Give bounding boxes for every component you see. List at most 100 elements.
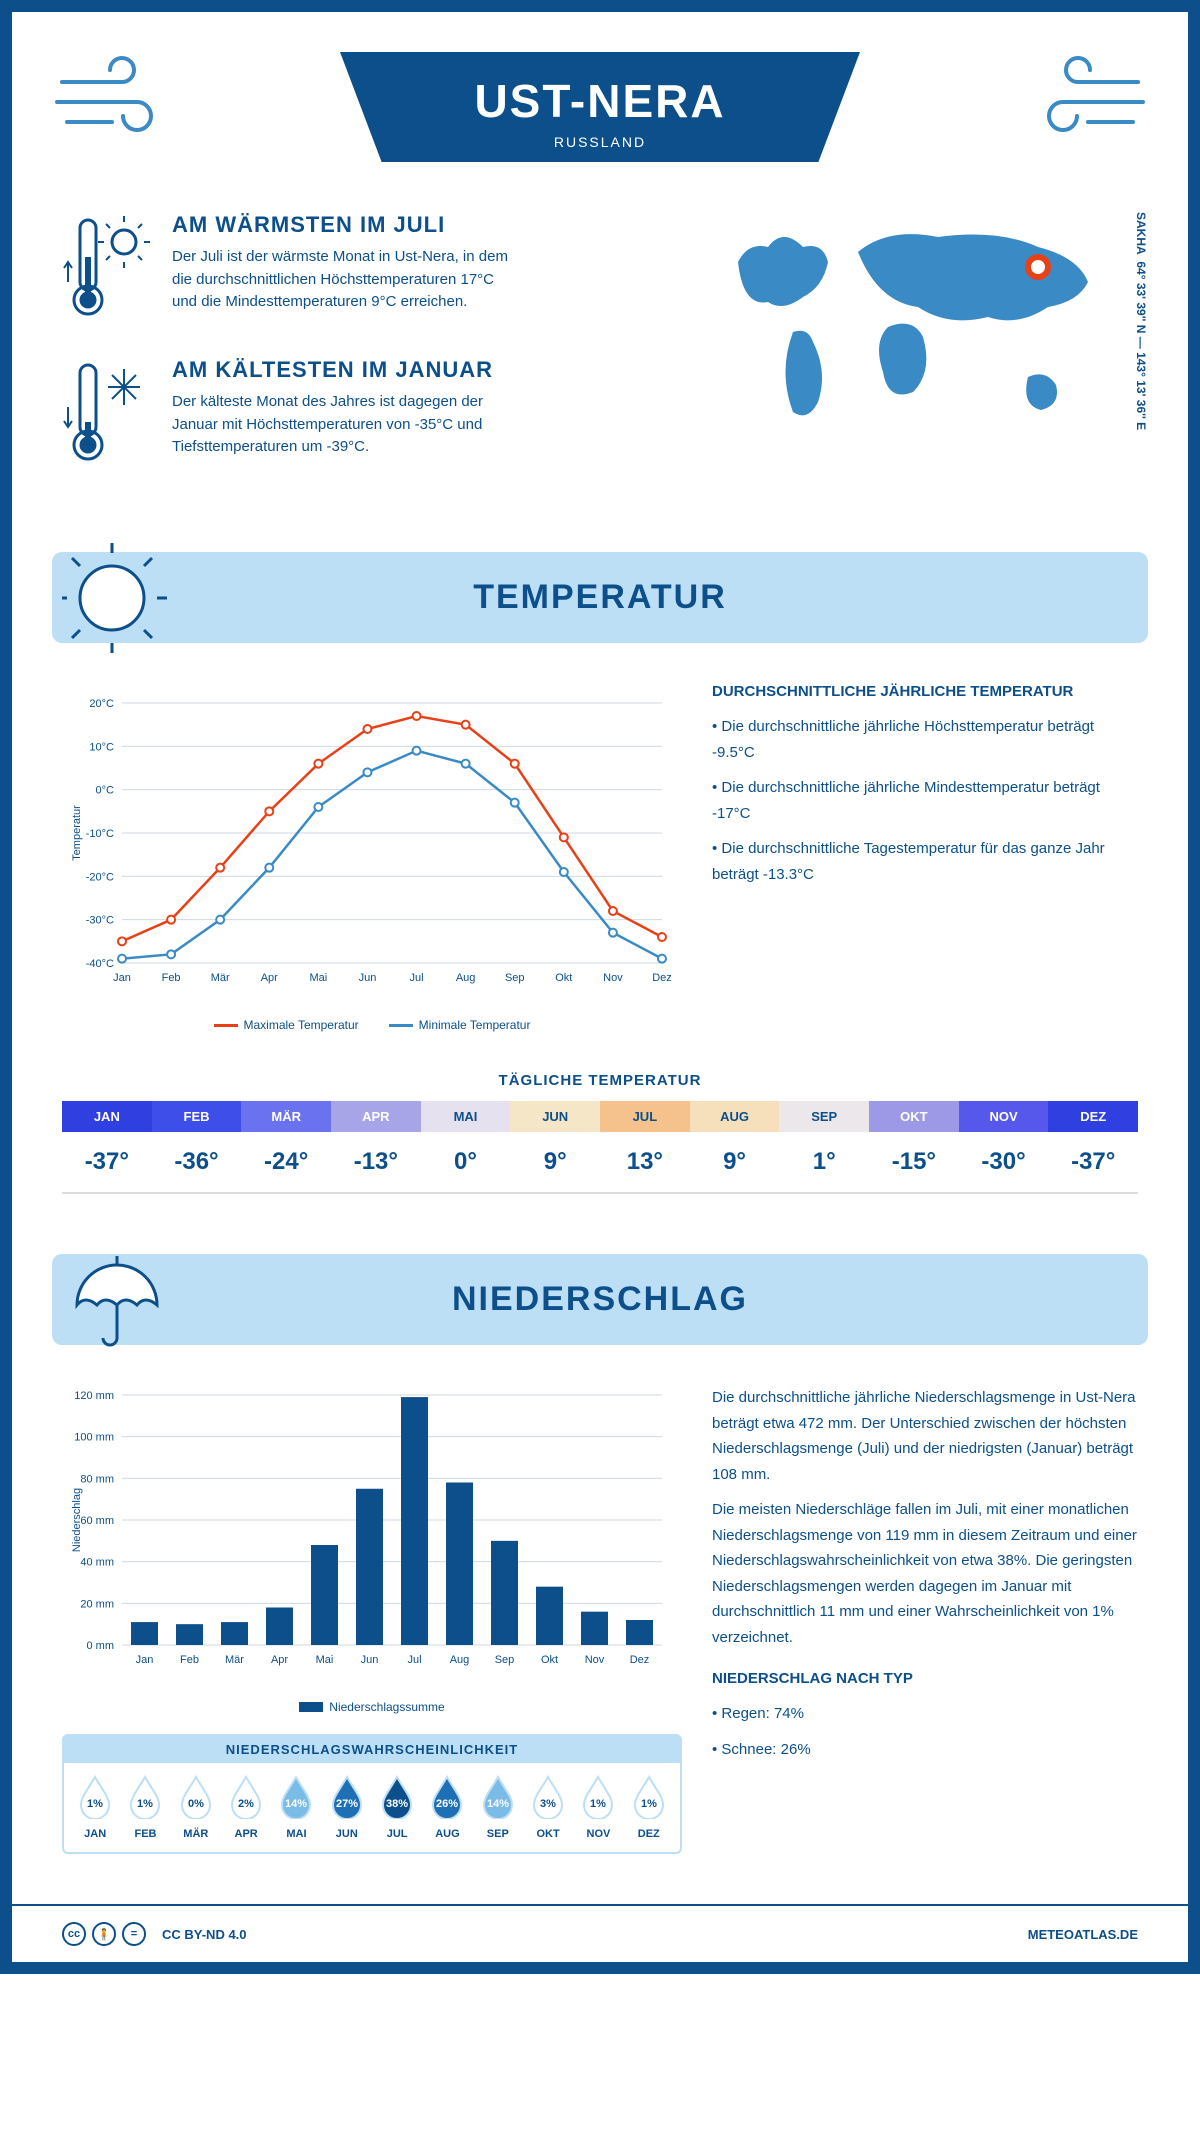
wind-icon bbox=[1018, 52, 1148, 147]
svg-text:1%: 1% bbox=[87, 1798, 103, 1810]
svg-text:Dez: Dez bbox=[630, 1654, 650, 1666]
thermometer-sun-icon bbox=[62, 212, 152, 327]
coldest-body: Der kälteste Monat des Jahres ist dagege… bbox=[172, 391, 522, 459]
daily-temp-table: JAN -37° FEB -36° MÄR -24° APR -13° MAI … bbox=[62, 1101, 1138, 1194]
svg-text:Feb: Feb bbox=[162, 972, 181, 984]
svg-text:Sep: Sep bbox=[505, 972, 525, 984]
svg-text:Mai: Mai bbox=[316, 1654, 334, 1666]
prob-cell: 38% JUL bbox=[372, 1775, 422, 1840]
daily-cell: SEP 1° bbox=[779, 1101, 869, 1194]
daily-cell: DEZ -37° bbox=[1048, 1101, 1138, 1194]
svg-text:2%: 2% bbox=[238, 1798, 254, 1810]
world-map-block: SAKHA 64° 33' 39'' N — 143° 13' 36'' E bbox=[718, 212, 1138, 502]
prob-cell: 14% MAI bbox=[271, 1775, 321, 1840]
daily-cell: JAN -37° bbox=[62, 1101, 152, 1194]
sun-icon bbox=[62, 543, 172, 653]
svg-text:20°C: 20°C bbox=[89, 698, 114, 710]
temp-info-line: • Die durchschnittliche jährliche Mindes… bbox=[712, 775, 1138, 826]
prob-cell: 0% MÄR bbox=[171, 1775, 221, 1840]
daily-cell: OKT -15° bbox=[869, 1101, 959, 1194]
svg-text:Jun: Jun bbox=[361, 1654, 379, 1666]
temperature-line-chart: -40°C-30°C-20°C-10°C0°C10°C20°CJanFebMär… bbox=[62, 683, 682, 1032]
svg-text:26%: 26% bbox=[436, 1798, 458, 1810]
country-name: RUSSLAND bbox=[340, 134, 860, 150]
svg-text:Jul: Jul bbox=[410, 972, 424, 984]
prob-cell: 26% AUG bbox=[422, 1775, 472, 1840]
precip-type-line: • Schnee: 26% bbox=[712, 1737, 1138, 1763]
svg-text:Jun: Jun bbox=[359, 972, 377, 984]
footer: cc 🧍 = CC BY-ND 4.0 METEOATLAS.DE bbox=[12, 1904, 1188, 1962]
warmest-body: Der Juli ist der wärmste Monat in Ust-Ne… bbox=[172, 246, 522, 314]
svg-text:80 mm: 80 mm bbox=[80, 1473, 114, 1485]
svg-text:120 mm: 120 mm bbox=[74, 1390, 114, 1402]
coldest-block: AM KÄLTESTEN IM JANUAR Der kälteste Mona… bbox=[62, 357, 678, 472]
license-block: cc 🧍 = CC BY-ND 4.0 bbox=[62, 1922, 247, 1946]
coldest-title: AM KÄLTESTEN IM JANUAR bbox=[172, 357, 522, 383]
svg-text:60 mm: 60 mm bbox=[80, 1515, 114, 1527]
svg-text:Niederschlag: Niederschlag bbox=[71, 1488, 83, 1552]
city-name: UST-NERA bbox=[340, 74, 860, 128]
svg-text:Apr: Apr bbox=[271, 1654, 288, 1666]
svg-text:Feb: Feb bbox=[180, 1654, 199, 1666]
svg-text:20 mm: 20 mm bbox=[80, 1598, 114, 1610]
svg-text:1%: 1% bbox=[138, 1798, 154, 1810]
site-name: METEOATLAS.DE bbox=[1028, 1927, 1138, 1942]
prob-cell: 1% DEZ bbox=[624, 1775, 674, 1840]
svg-text:Aug: Aug bbox=[450, 1654, 470, 1666]
prob-cell: 14% SEP bbox=[473, 1775, 523, 1840]
precipitation-info: Die durchschnittliche jährliche Niedersc… bbox=[712, 1385, 1138, 1854]
header: UST-NERA RUSSLAND bbox=[12, 12, 1188, 182]
precipitation-bar-chart: 0 mm20 mm40 mm60 mm80 mm100 mm120 mmJanF… bbox=[62, 1385, 682, 1714]
temp-legend: Maximale Temperatur Minimale Temperatur bbox=[62, 1018, 682, 1032]
svg-text:Okt: Okt bbox=[555, 972, 572, 984]
svg-text:0%: 0% bbox=[188, 1798, 204, 1810]
svg-text:100 mm: 100 mm bbox=[74, 1432, 114, 1444]
svg-text:Mär: Mär bbox=[211, 972, 230, 984]
wind-icon bbox=[52, 52, 182, 147]
warmest-title: AM WÄRMSTEN IM JULI bbox=[172, 212, 522, 238]
coordinates: SAKHA 64° 33' 39'' N — 143° 13' 36'' E bbox=[1134, 212, 1148, 430]
svg-text:Mär: Mär bbox=[225, 1654, 244, 1666]
daily-cell: FEB -36° bbox=[152, 1101, 242, 1194]
svg-text:14%: 14% bbox=[285, 1798, 307, 1810]
svg-text:Jan: Jan bbox=[113, 972, 131, 984]
svg-text:Okt: Okt bbox=[541, 1654, 558, 1666]
svg-text:27%: 27% bbox=[336, 1798, 358, 1810]
temp-info-line: • Die durchschnittliche Tagestemperatur … bbox=[712, 836, 1138, 887]
precipitation-probability-box: NIEDERSCHLAGSWAHRSCHEINLICHKEIT 1% JAN 1… bbox=[62, 1734, 682, 1854]
svg-text:1%: 1% bbox=[641, 1798, 657, 1810]
svg-text:-30°C: -30°C bbox=[86, 915, 114, 927]
svg-text:Aug: Aug bbox=[456, 972, 476, 984]
svg-text:-40°C: -40°C bbox=[86, 958, 114, 970]
svg-text:3%: 3% bbox=[540, 1798, 556, 1810]
by-icon: 🧍 bbox=[92, 1922, 116, 1946]
page-wrap: UST-NERA RUSSLAND AM WÄRMSTEN IM JULI De… bbox=[0, 0, 1200, 1974]
svg-text:Nov: Nov bbox=[603, 972, 623, 984]
daily-cell: JUN 9° bbox=[510, 1101, 600, 1194]
svg-text:Jul: Jul bbox=[407, 1654, 421, 1666]
svg-text:14%: 14% bbox=[487, 1798, 509, 1810]
daily-cell: AUG 9° bbox=[690, 1101, 780, 1194]
prob-cell: 1% JAN bbox=[70, 1775, 120, 1840]
intro-section: AM WÄRMSTEN IM JULI Der Juli ist der wär… bbox=[12, 182, 1188, 532]
svg-text:38%: 38% bbox=[386, 1798, 408, 1810]
svg-text:-10°C: -10°C bbox=[86, 828, 114, 840]
prob-cell: 27% JUN bbox=[322, 1775, 372, 1840]
title-banner: UST-NERA RUSSLAND bbox=[340, 52, 860, 162]
temperature-info: DURCHSCHNITTLICHE JÄHRLICHE TEMPERATUR •… bbox=[712, 683, 1138, 1032]
thermometer-snow-icon bbox=[62, 357, 152, 472]
nd-icon: = bbox=[122, 1922, 146, 1946]
svg-text:10°C: 10°C bbox=[89, 741, 114, 753]
umbrella-icon bbox=[62, 1250, 162, 1350]
prob-cell: 1% NOV bbox=[573, 1775, 623, 1840]
warmest-block: AM WÄRMSTEN IM JULI Der Juli ist der wär… bbox=[62, 212, 678, 327]
daily-cell: MÄR -24° bbox=[241, 1101, 331, 1194]
daily-cell: MAI 0° bbox=[421, 1101, 511, 1194]
daily-temp-title: TÄGLICHE TEMPERATUR bbox=[12, 1072, 1188, 1089]
daily-cell: NOV -30° bbox=[959, 1101, 1049, 1194]
temperature-heading: TEMPERATUR bbox=[52, 552, 1148, 643]
svg-text:0 mm: 0 mm bbox=[87, 1640, 115, 1652]
svg-text:Apr: Apr bbox=[261, 972, 278, 984]
prob-cell: 3% OKT bbox=[523, 1775, 573, 1840]
daily-cell: APR -13° bbox=[331, 1101, 421, 1194]
